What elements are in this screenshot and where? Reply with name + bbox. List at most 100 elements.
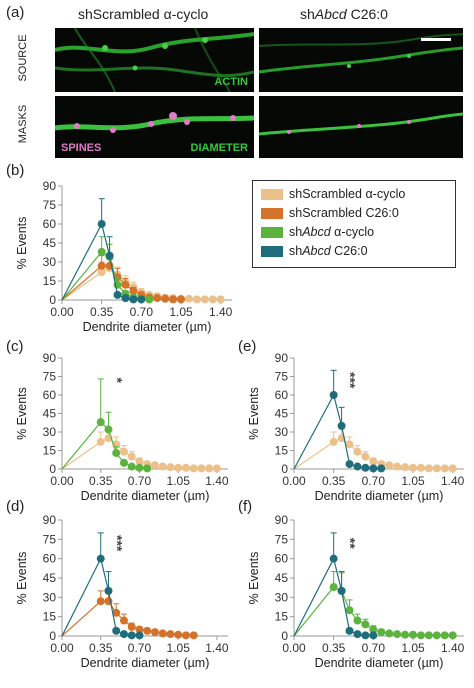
- series-origin-line: [61, 441, 102, 470]
- data-point: [177, 295, 185, 304]
- data-point: [129, 287, 138, 296]
- x-tick-label: 0.35: [90, 305, 114, 319]
- data-point: [96, 418, 105, 427]
- data-point: [127, 452, 136, 461]
- x-tick-label: 1.40: [441, 641, 465, 655]
- panel-label-a: (a): [6, 4, 25, 21]
- y-tick-label: 75: [43, 198, 57, 212]
- data-point: [432, 464, 441, 473]
- series-origin-line: [61, 421, 102, 470]
- significance-annotation: ***: [343, 372, 359, 389]
- data-point: [145, 295, 154, 304]
- data-point: [345, 460, 354, 469]
- data-point: [361, 452, 370, 461]
- data-point: [216, 295, 225, 304]
- data-point: [135, 463, 144, 472]
- data-point: [424, 464, 433, 473]
- series-origin-line: [61, 558, 102, 637]
- y-tick-label: 75: [43, 532, 57, 546]
- column-header-abcd-prefix: sh: [300, 6, 315, 22]
- data-point: [424, 631, 433, 640]
- legend-swatch: [261, 245, 283, 257]
- scale-bar: [421, 38, 451, 41]
- legend-label: shAbcd C26:0: [289, 244, 368, 258]
- panel-label-f: (f): [238, 498, 253, 515]
- x-tick-label: 0.70: [130, 305, 154, 319]
- chart-b: 0 15 30 45 60 75 90 0.00 0.35 0.70 1.05 1.40Dendrit…: [15, 179, 233, 334]
- data-point: [345, 606, 354, 615]
- data-point: [158, 629, 167, 638]
- data-point: [112, 626, 121, 635]
- data-point: [361, 631, 370, 640]
- data-point: [369, 457, 378, 466]
- data-point: [97, 261, 106, 270]
- micrograph-source-abcd: [259, 28, 463, 92]
- data-point: [416, 463, 425, 472]
- data-point: [409, 463, 417, 472]
- data-point: [153, 294, 162, 303]
- y-tick-label: 30: [43, 425, 57, 439]
- column-header-scrambled: shScrambled α-cyclo: [78, 6, 208, 22]
- data-point: [169, 295, 178, 304]
- data-point: [97, 220, 106, 228]
- data-point: [189, 631, 198, 640]
- y-tick-label: 60: [43, 388, 57, 402]
- legend-swatch: [261, 226, 283, 238]
- y-tick-label: 45: [43, 407, 57, 421]
- data-point: [96, 597, 105, 606]
- y-tick-label: 0: [281, 629, 288, 643]
- data-point: [143, 464, 152, 473]
- data-point: [208, 295, 217, 304]
- data-point: [345, 626, 354, 635]
- y-tick-label: 45: [275, 407, 289, 421]
- data-point: [385, 629, 394, 638]
- x-axis-label: Dendrite diameter (µm): [81, 489, 210, 503]
- y-tick-label: 0: [281, 462, 288, 476]
- y-axis-label: % Events: [247, 387, 261, 440]
- data-point: [127, 631, 136, 640]
- data-point: [135, 631, 144, 640]
- data-point: [393, 630, 402, 639]
- data-point: [166, 463, 175, 472]
- column-header-abcd-italic: Abcd: [314, 6, 347, 22]
- data-point: [369, 464, 378, 473]
- data-point: [181, 631, 190, 640]
- data-point: [440, 464, 449, 473]
- y-tick-label: 90: [275, 351, 289, 365]
- panel-label-c: (c): [6, 338, 24, 355]
- data-point: [385, 461, 394, 470]
- y-tick-label: 90: [43, 351, 57, 365]
- chart-e: 0 15 30 45 60 75 90 0.00 0.35 0.70 1.05 1.40Dendrit…: [247, 351, 465, 503]
- y-tick-label: 30: [275, 590, 289, 604]
- legend-swatch: [261, 207, 283, 219]
- legend-label: shAbcd α-cyclo: [289, 225, 375, 239]
- series-origin-line: [293, 586, 335, 637]
- data-point: [137, 295, 146, 304]
- y-tick-label: 90: [43, 513, 57, 527]
- y-tick-label: 15: [43, 274, 57, 288]
- data-point: [121, 294, 130, 303]
- data-point: [369, 625, 378, 634]
- x-tick-label: 1.05: [401, 641, 425, 655]
- data-point: [329, 437, 338, 446]
- x-tick-label: 1.05: [167, 641, 191, 655]
- x-tick-label: 0.35: [322, 474, 346, 488]
- y-tick-label: 30: [43, 255, 57, 269]
- diameter-label: DIAMETER: [190, 142, 248, 154]
- x-axis-label: Dendrite diameter (µm): [81, 656, 210, 670]
- x-tick-label: 0.70: [362, 474, 386, 488]
- y-tick-label: 75: [275, 370, 289, 384]
- y-tick-label: 45: [275, 571, 289, 585]
- x-tick-label: 1.40: [441, 474, 465, 488]
- data-point: [377, 628, 386, 637]
- row-label-source: SOURCE: [17, 34, 29, 82]
- data-point: [104, 586, 113, 595]
- legend-item: shScrambled α-cyclo: [261, 185, 405, 203]
- data-point: [393, 462, 402, 471]
- significance-annotation: *: [109, 377, 125, 383]
- data-point: [119, 630, 128, 639]
- x-tick-label: 1.05: [169, 305, 193, 319]
- panel-label-b: (b): [6, 162, 25, 179]
- data-point: [127, 622, 136, 631]
- y-axis-label: % Events: [15, 217, 29, 270]
